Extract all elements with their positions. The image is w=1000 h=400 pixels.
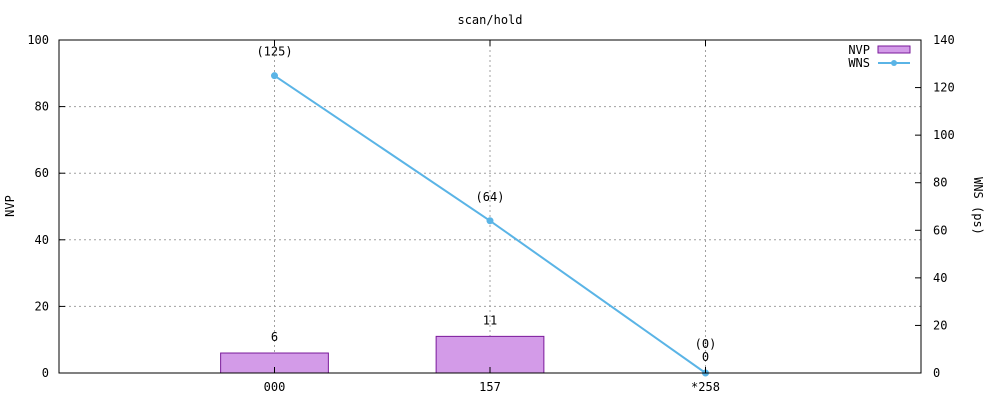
chart-title: scan/hold <box>457 13 522 27</box>
bar-value-label: 6 <box>271 330 278 344</box>
point-wns <box>271 72 278 80</box>
y-right-tick-label: 0 <box>933 366 940 380</box>
labels-layer: 6 11 0 (125) (64) (0) <box>256 45 716 364</box>
y-right-tick-label: 140 <box>933 33 955 47</box>
line-layer <box>271 72 709 377</box>
line-value-label: (125) <box>256 45 292 59</box>
legend-label-nvp: NVP <box>848 43 870 57</box>
y-right-tick-label: 40 <box>933 271 947 285</box>
line-value-label: (64) <box>476 190 505 204</box>
x-tick-label: 000 <box>264 380 286 394</box>
y-left-tick-label: 40 <box>35 233 49 247</box>
plot-frame <box>58 39 922 374</box>
line-value-label: (0) <box>695 337 717 351</box>
x-tick-label: 157 <box>479 380 501 394</box>
y-right-axis-label: WNS (ps) <box>971 177 985 235</box>
y-left-tick-label: 0 <box>42 366 49 380</box>
y-right-tick-label: 20 <box>933 318 947 332</box>
y-right-tick-label: 60 <box>933 223 947 237</box>
y-left-axis-label: NVP <box>3 195 17 217</box>
legend-label-wns: WNS <box>848 56 870 70</box>
bars-layer <box>220 335 545 374</box>
y-left-tick-label: 60 <box>35 166 49 180</box>
point-wns <box>486 217 494 225</box>
y-left-tick-label: 100 <box>27 33 49 47</box>
legend: NVP WNS <box>848 43 911 70</box>
y-right-tick-label: 100 <box>933 128 955 142</box>
y-right-tick-label: 120 <box>933 81 955 95</box>
bar-value-label: 11 <box>483 313 497 327</box>
grid-layer <box>59 40 921 373</box>
y-left-tick-label: 80 <box>35 100 49 114</box>
x-tick-label: *258 <box>691 380 720 394</box>
bar-nvp <box>435 335 545 374</box>
y-right-tick-label: 80 <box>933 176 947 190</box>
bar-value-label: 0 <box>702 350 709 364</box>
legend-swatch-nvp <box>877 45 911 54</box>
y-left-tick-label: 20 <box>35 299 49 313</box>
legend-marker-wns <box>891 60 897 66</box>
